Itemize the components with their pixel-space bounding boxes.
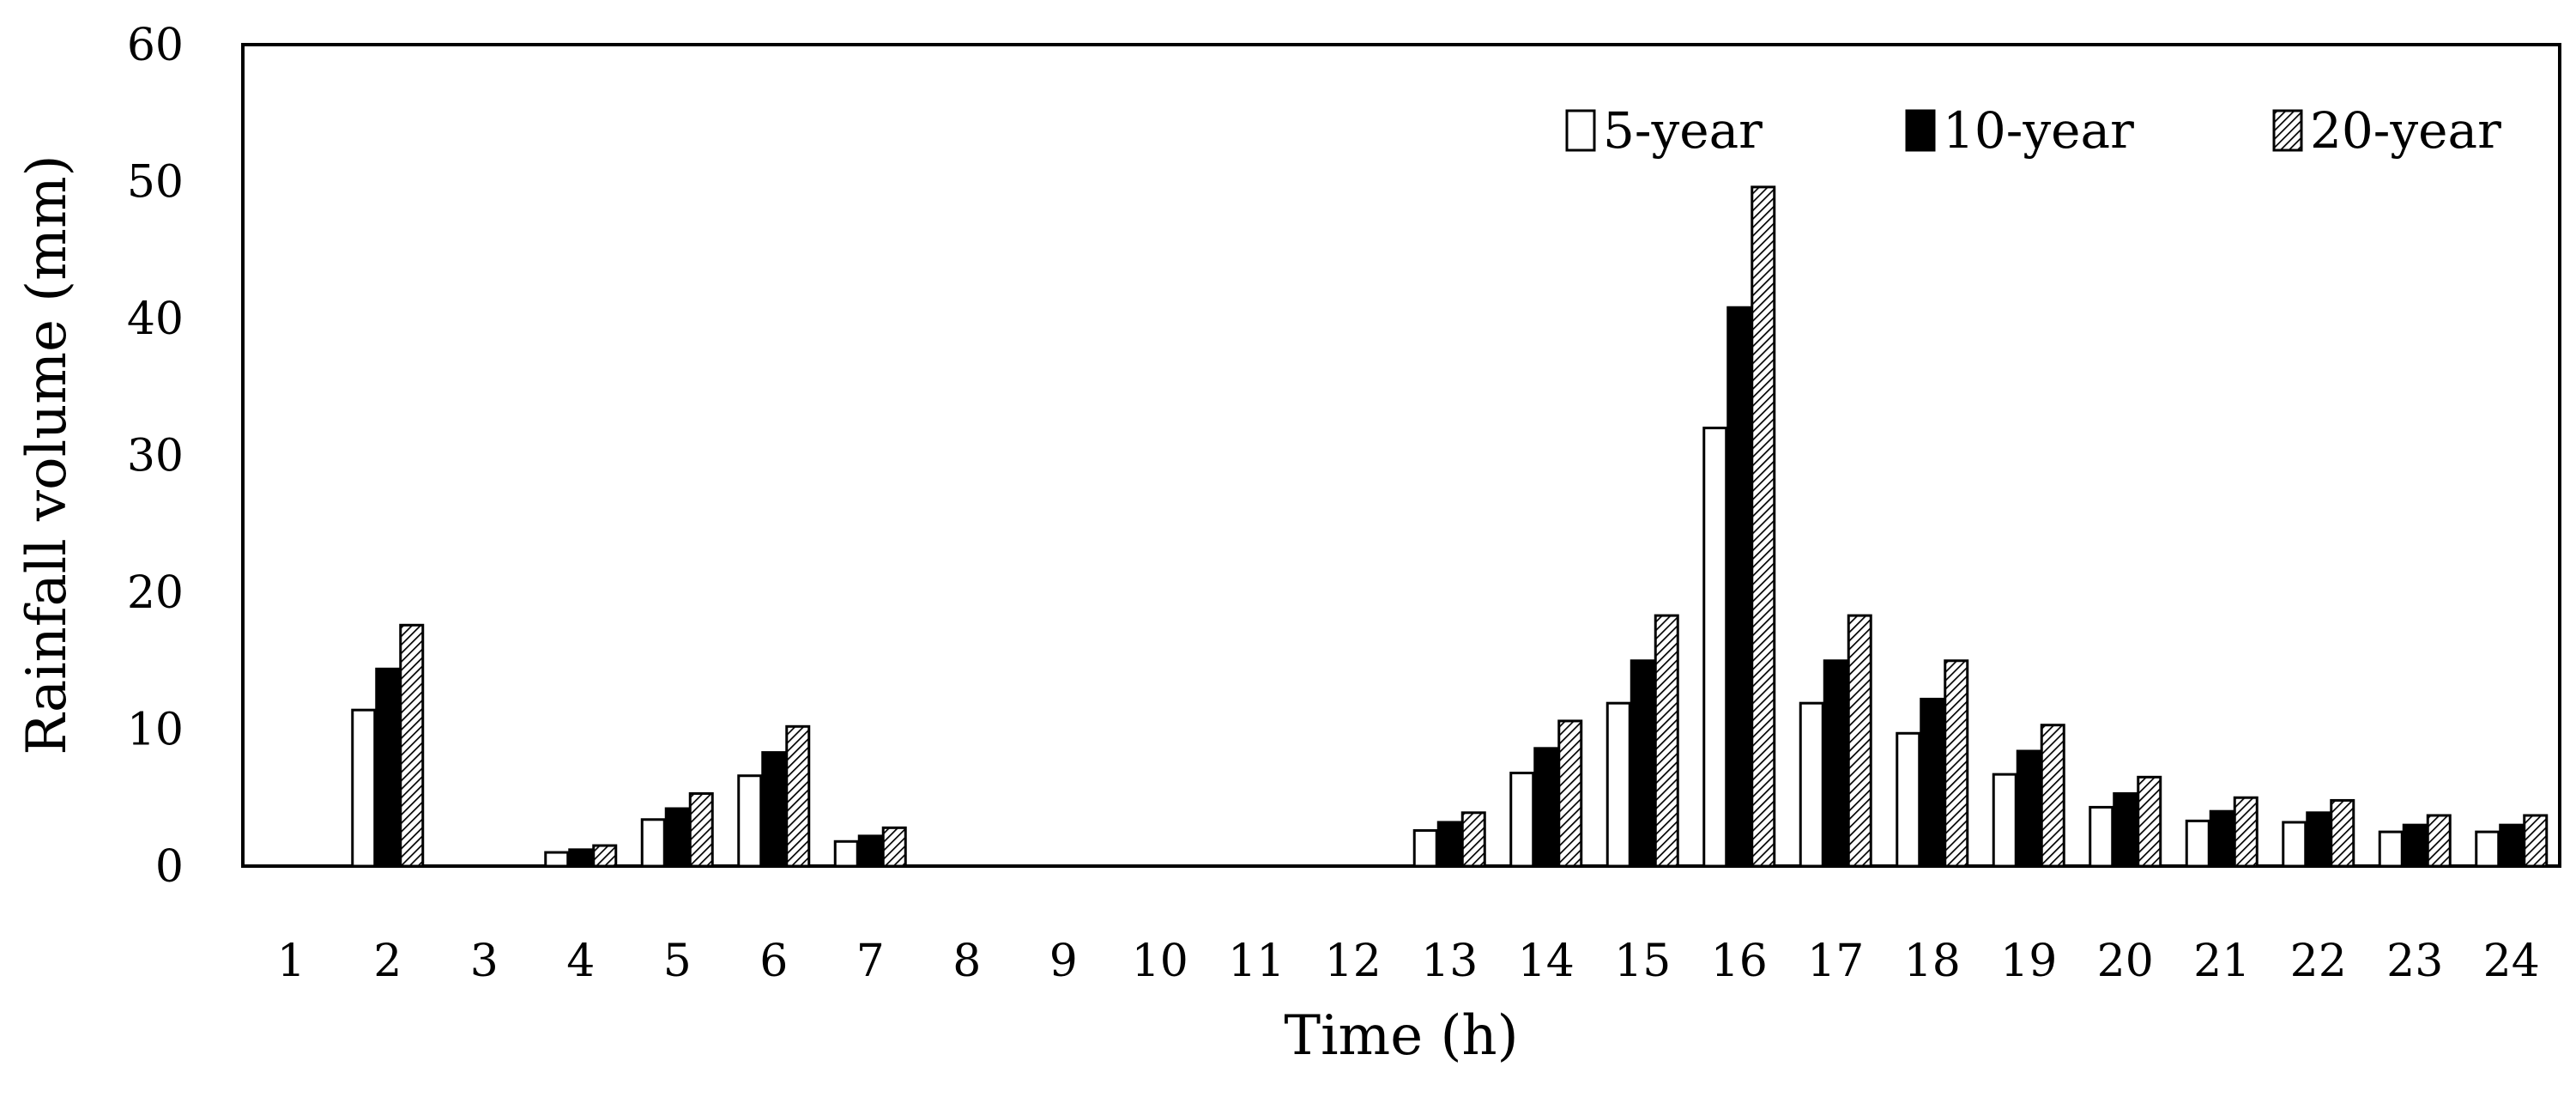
bar-10-year — [761, 751, 787, 868]
x-tick-label: 8 — [952, 936, 981, 987]
bar-10-year — [1920, 697, 1945, 868]
bar-20-year — [2040, 724, 2065, 868]
bar-10-year — [375, 667, 401, 868]
bar-20-year — [1847, 614, 1872, 868]
bar-5-year — [2282, 821, 2307, 868]
bar-5-year — [544, 851, 570, 868]
bar-10-year — [2402, 823, 2428, 868]
bar-10-year — [2306, 811, 2331, 868]
y-tick-label: 30 — [127, 431, 184, 482]
legend-swatch-20-year — [2272, 109, 2303, 152]
bar-5-year — [640, 818, 666, 868]
bar-10-year — [1533, 747, 1559, 868]
x-axis-ticks: 1 2 3 4 5 6 7 8 9 10 11 12 13 14 15 16 17 18 19 20 21 22 23 24 — [277, 936, 2540, 987]
bar-5-year — [2475, 830, 2500, 868]
x-tick-label: 9 — [1049, 936, 1078, 987]
y-axis-title: Rainfall volume (mm) — [15, 155, 79, 755]
bar-10-year — [2113, 791, 2138, 868]
x-axis-title: Time (h) — [1284, 1004, 1518, 1068]
bar-20-year — [2426, 814, 2452, 868]
bar-20-year — [1654, 614, 1679, 868]
x-tick-label: 16 — [1711, 936, 1768, 987]
bar-5-year — [833, 839, 859, 868]
bar-20-year — [1557, 719, 1583, 868]
y-tick-label: 0 — [155, 841, 184, 893]
y-tick-label: 20 — [127, 567, 184, 619]
bar-5-year — [351, 708, 377, 868]
x-tick-label: 22 — [2290, 936, 2347, 987]
bar-10-year — [2209, 809, 2234, 868]
x-tick-label: 17 — [1807, 936, 1864, 987]
x-tick-label: 11 — [1228, 936, 1285, 987]
bar-5-year — [1896, 731, 1921, 868]
bar-20-year — [881, 826, 907, 868]
legend-swatch-5-year — [1565, 109, 1596, 152]
bar-20-year — [1460, 811, 1486, 868]
y-tick-label: 60 — [127, 20, 184, 71]
bar-20-year — [399, 623, 425, 868]
bar-series-group — [351, 185, 2549, 868]
legend: 5-year 10-year 20-year — [1565, 101, 2501, 160]
bar-20-year — [785, 724, 811, 868]
x-tick-label: 3 — [470, 936, 499, 987]
bar-10-year — [664, 807, 690, 868]
x-tick-label: 2 — [373, 936, 402, 987]
bar-5-year — [737, 774, 763, 868]
bar-20-year — [2233, 796, 2259, 868]
x-tick-label: 7 — [856, 936, 885, 987]
x-tick-label: 5 — [663, 936, 692, 987]
bar-5-year — [2185, 819, 2210, 868]
bar-20-year — [2137, 775, 2162, 868]
bar-10-year — [2499, 823, 2525, 868]
x-tick-label: 15 — [1614, 936, 1671, 987]
x-tick-label: 19 — [2000, 936, 2057, 987]
bar-10-year — [857, 834, 883, 868]
x-tick-label: 23 — [2386, 936, 2443, 987]
bar-5-year — [1992, 773, 2017, 868]
bar-5-year — [2089, 805, 2114, 868]
legend-label: 5-year — [1603, 101, 1763, 160]
bar-5-year — [1702, 427, 1728, 868]
legend-label: 10-year — [1943, 101, 2134, 160]
y-tick-label: 40 — [127, 294, 184, 345]
bar-10-year — [1823, 659, 1848, 868]
bar-20-year — [1751, 185, 1776, 868]
bar-10-year — [1630, 659, 1655, 868]
bar-5-year — [1412, 829, 1438, 868]
x-tick-label: 10 — [1132, 936, 1188, 987]
bar-5-year — [1799, 701, 1824, 868]
bar-20-year — [1944, 659, 1969, 868]
legend-label: 20-year — [2310, 101, 2501, 160]
bar-5-year — [2378, 830, 2404, 868]
x-tick-label: 12 — [1325, 936, 1382, 987]
x-tick-label: 21 — [2193, 936, 2250, 987]
y-axis-ticks: 0 10 20 30 40 50 60 — [127, 20, 184, 893]
x-tick-label: 13 — [1421, 936, 1478, 987]
bar-10-year — [568, 848, 594, 868]
bar-20-year — [2523, 814, 2549, 868]
x-tick-label: 20 — [2097, 936, 2154, 987]
bar-5-year — [1509, 772, 1535, 868]
y-tick-label: 50 — [127, 157, 184, 209]
bar-20-year — [688, 791, 714, 868]
y-tick-label: 10 — [127, 705, 184, 756]
bar-10-year — [1726, 306, 1752, 868]
bar-10-year — [1436, 821, 1462, 868]
plot-area — [241, 43, 2561, 868]
x-tick-label: 24 — [2483, 936, 2540, 987]
bar-20-year — [2330, 798, 2355, 868]
x-tick-label: 14 — [1518, 936, 1575, 987]
bar-5-year — [1605, 701, 1631, 868]
legend-swatch-10-year — [1905, 109, 1936, 152]
x-tick-label: 1 — [277, 936, 305, 987]
x-tick-label: 18 — [1904, 936, 1961, 987]
x-tick-label: 6 — [759, 936, 788, 987]
bar-20-year — [592, 844, 618, 868]
bar-10-year — [2016, 749, 2041, 868]
x-tick-label: 4 — [566, 936, 595, 987]
